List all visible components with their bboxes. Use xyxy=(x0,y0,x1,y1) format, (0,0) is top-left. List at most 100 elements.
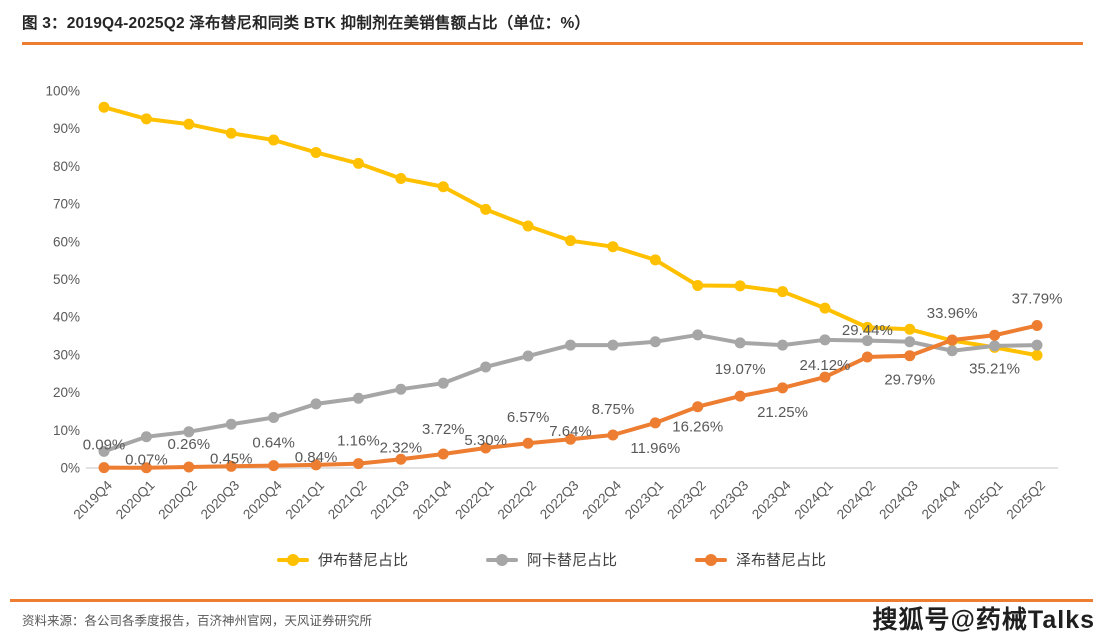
x-axis-tick-label: 2020Q1 xyxy=(113,478,158,523)
series-point-阿卡替尼占比 xyxy=(1031,339,1043,351)
series-point-阿卡替尼占比 xyxy=(225,418,237,430)
x-axis-tick-label: 2022Q4 xyxy=(579,477,624,522)
series-point-伊布替尼占比 xyxy=(649,254,661,266)
series-point-伊布替尼占比 xyxy=(140,113,152,125)
x-axis-tick-label: 2021Q4 xyxy=(410,477,455,522)
series-point-泽布替尼占比 xyxy=(904,350,916,362)
line-chart: 0%10%20%30%40%50%60%70%80%90%100%2019Q42… xyxy=(45,84,1063,523)
x-axis-tick-label: 2024Q3 xyxy=(876,478,921,523)
x-axis-tick-label: 2022Q1 xyxy=(452,478,497,523)
data-label-泽布替尼占比: 11.96% xyxy=(630,440,680,457)
data-label-泽布替尼占比: 0.64% xyxy=(252,435,295,452)
series-line-伊布替尼占比 xyxy=(102,105,1039,358)
series-point-泽布替尼占比 xyxy=(522,437,534,449)
figure-title: 图 3：2019Q4-2025Q2 泽布替尼和同类 BTK 抑制剂在美销售额占比… xyxy=(22,15,591,32)
series-point-泽布替尼占比 xyxy=(946,334,958,346)
series-point-泽布替尼占比 xyxy=(819,371,831,383)
data-label-泽布替尼占比: 24.12% xyxy=(800,357,851,374)
data-label-泽布替尼占比: 8.75% xyxy=(592,401,635,418)
series-point-阿卡替尼占比 xyxy=(310,398,322,410)
series-point-伊布替尼占比 xyxy=(437,181,449,193)
bottom-divider xyxy=(10,599,1093,602)
y-axis-tick-label: 70% xyxy=(53,197,80,212)
series-point-伊布替尼占比 xyxy=(183,118,195,130)
series-point-伊布替尼占比 xyxy=(777,286,789,298)
series-point-阿卡替尼占比 xyxy=(437,377,449,389)
x-axis-tick-label: 2021Q1 xyxy=(283,478,328,523)
series-point-阿卡替尼占比 xyxy=(522,350,534,362)
legend-item-ibrutinib: 伊布替尼占比 xyxy=(276,549,408,570)
series-point-伊布替尼占比 xyxy=(861,321,873,333)
data-label-泽布替尼占比: 0.45% xyxy=(210,450,253,467)
x-axis-tick-label: 2025Q2 xyxy=(1004,478,1049,523)
series-point-泽布替尼占比 xyxy=(649,417,661,429)
y-axis-tick-label: 50% xyxy=(53,272,80,287)
series-point-阿卡替尼占比 xyxy=(268,411,280,423)
legend-label: 伊布替尼占比 xyxy=(317,552,408,569)
data-label-泽布替尼占比: 2.32% xyxy=(380,439,423,456)
legend-marker-line-icon xyxy=(695,553,727,566)
y-axis-tick-label: 10% xyxy=(53,423,80,438)
series-point-伊布替尼占比 xyxy=(395,172,407,184)
series-point-伊布替尼占比 xyxy=(819,302,831,314)
series-point-伊布替尼占比 xyxy=(1031,349,1043,361)
y-axis-tick-label: 90% xyxy=(53,121,80,136)
data-label-泽布替尼占比: 0.07% xyxy=(125,452,168,469)
x-axis-tick-label: 2022Q3 xyxy=(537,478,582,523)
x-axis-tick-label: 2020Q4 xyxy=(240,477,285,522)
series-point-阿卡替尼占比 xyxy=(692,329,704,341)
series-point-阿卡替尼占比 xyxy=(819,334,831,346)
data-label-泽布替尼占比: 0.26% xyxy=(168,436,211,453)
legend-marker-line-icon xyxy=(276,553,309,566)
series-point-伊布替尼占比 xyxy=(522,220,534,232)
x-axis-tick-label: 2024Q4 xyxy=(919,477,964,522)
series-point-阿卡替尼占比 xyxy=(904,336,916,348)
x-axis-tick-label: 2023Q4 xyxy=(749,477,794,522)
series-point-阿卡替尼占比 xyxy=(140,431,152,443)
series-point-伊布替尼占比 xyxy=(904,323,916,335)
x-axis-tick-label: 2020Q3 xyxy=(198,478,243,523)
series-point-阿卡替尼占比 xyxy=(946,345,958,357)
chart-legend: 伊布替尼占比 阿卡替尼占比 泽布替尼占比 xyxy=(0,549,1103,570)
series-point-阿卡替尼占比 xyxy=(607,339,619,351)
series-point-伊布替尼占比 xyxy=(268,134,280,146)
series-point-泽布替尼占比 xyxy=(989,329,1001,341)
data-label-泽布替尼占比: 29.79% xyxy=(884,372,935,389)
series-point-泽布替尼占比 xyxy=(352,458,364,470)
y-axis-tick-label: 80% xyxy=(53,159,80,174)
series-point-阿卡替尼占比 xyxy=(98,445,110,457)
x-axis-tick-label: 2024Q1 xyxy=(791,478,836,523)
series-point-伊布替尼占比 xyxy=(98,101,110,113)
series-point-泽布替尼占比 xyxy=(861,351,873,363)
watermark: 搜狐号@药械Talks xyxy=(872,606,1095,634)
series-point-阿卡替尼占比 xyxy=(861,335,873,347)
series-point-伊布替尼占比 xyxy=(352,157,364,169)
data-label-泽布替尼占比: 6.57% xyxy=(507,409,550,426)
series-point-阿卡替尼占比 xyxy=(734,337,746,349)
data-label-泽布替尼占比: 37.79% xyxy=(1012,291,1063,308)
x-axis-tick-label: 2023Q3 xyxy=(707,478,752,523)
series-point-泽布替尼占比 xyxy=(395,453,407,465)
series-point-阿卡替尼占比 xyxy=(649,336,661,348)
series-point-泽布替尼占比 xyxy=(480,442,492,454)
x-axis-tick-label: 2023Q2 xyxy=(664,478,709,523)
source-note: 资料来源：各公司各季度报告，百济神州官网，天风证券研究所 xyxy=(22,614,373,628)
series-point-伊布替尼占比 xyxy=(692,280,704,292)
y-axis-tick-label: 60% xyxy=(53,234,80,249)
x-axis-tick-label: 2023Q1 xyxy=(622,478,667,523)
series-point-泽布替尼占比 xyxy=(183,461,195,473)
series-point-阿卡替尼占比 xyxy=(777,339,789,351)
legend-item-zanubrutinib: 泽布替尼占比 xyxy=(695,549,826,570)
data-label-泽布替尼占比: 0.84% xyxy=(295,449,338,466)
series-point-泽布替尼占比 xyxy=(692,401,704,413)
series-point-泽布替尼占比 xyxy=(437,448,449,460)
series-point-阿卡替尼占比 xyxy=(183,426,195,438)
data-label-泽布替尼占比: 3.72% xyxy=(422,421,465,438)
x-axis-tick-label: 2021Q3 xyxy=(367,478,412,523)
series-point-阿卡替尼占比 xyxy=(352,392,364,404)
data-label-泽布替尼占比: 5.30% xyxy=(464,432,507,449)
data-label-泽布替尼占比: 21.25% xyxy=(757,404,808,421)
data-label-泽布替尼占比: 0.09% xyxy=(83,437,126,454)
data-label-泽布替尼占比: 1.16% xyxy=(337,433,380,450)
